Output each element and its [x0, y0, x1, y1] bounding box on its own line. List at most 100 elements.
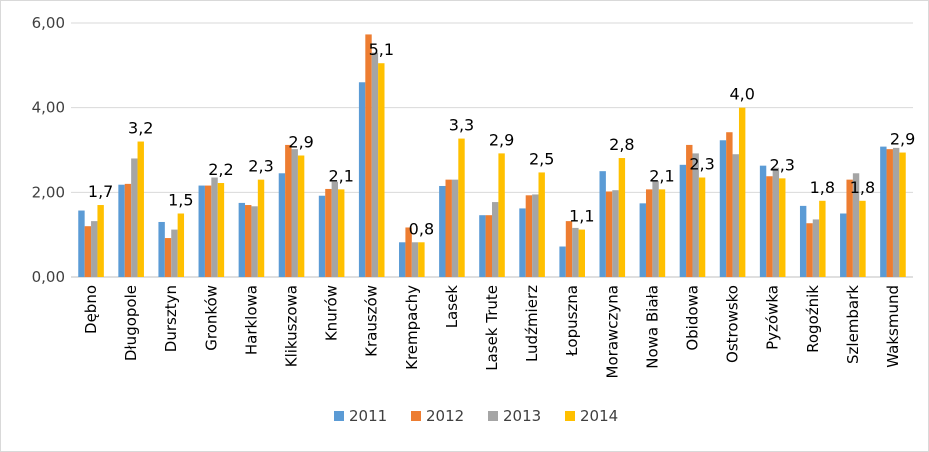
bar-2014 — [418, 242, 425, 277]
data-label: 2,9 — [890, 130, 915, 149]
bar-2012 — [886, 149, 893, 277]
bar-2011 — [719, 140, 727, 277]
bar-2011 — [679, 164, 687, 277]
bar-2012 — [164, 238, 172, 277]
legend-label: 2013 — [503, 407, 541, 425]
bar-2011 — [880, 146, 887, 277]
bar-2013 — [451, 179, 459, 277]
bar-2013 — [572, 227, 579, 277]
y-tick-label: 6,00 — [32, 14, 65, 32]
bar-2012 — [565, 221, 573, 277]
data-label: 1,7 — [88, 182, 113, 201]
category-label: Klikuszowa — [283, 285, 301, 367]
bar-2011 — [158, 221, 165, 277]
bar-2014 — [779, 178, 786, 277]
bar-2012 — [846, 179, 853, 277]
bar-2011 — [840, 213, 847, 277]
bar-2011 — [278, 173, 286, 277]
bar-2011 — [238, 202, 246, 277]
bar-2012 — [245, 205, 252, 277]
category-label: Morawczyna — [603, 285, 621, 378]
bar-2013 — [211, 177, 218, 277]
bar-2012 — [485, 215, 492, 277]
category-label: Ostrowsko — [724, 285, 742, 363]
category-label: Rogoźnik — [804, 285, 822, 353]
bar-2014 — [819, 200, 826, 277]
bar-2012 — [686, 144, 693, 277]
bar-2012 — [525, 195, 533, 277]
bar-2012 — [84, 226, 92, 277]
category-label: Harklowa — [242, 285, 260, 355]
bar-2013 — [612, 190, 619, 277]
data-label: 0,8 — [409, 219, 434, 238]
bar-2011 — [599, 171, 606, 277]
bar-2011 — [118, 184, 125, 277]
bar-2011 — [799, 205, 807, 277]
bar-2013 — [692, 153, 699, 277]
bar-2011 — [479, 215, 486, 277]
data-label: 2,8 — [609, 135, 634, 154]
bar-2013 — [131, 158, 138, 277]
bar-2012 — [766, 176, 773, 277]
data-label: 3,2 — [128, 119, 153, 138]
category-label: Łopuszna — [563, 285, 581, 357]
bar-2012 — [645, 189, 653, 277]
category-label: Krempachy — [403, 285, 421, 370]
bar-2011 — [399, 242, 406, 277]
bar-2013 — [251, 206, 258, 277]
bar-2012 — [124, 183, 132, 277]
data-label: 2,1 — [328, 166, 353, 185]
bar-2014 — [297, 155, 305, 277]
category-label: Waksmund — [884, 285, 902, 368]
bar-2013 — [371, 52, 379, 278]
data-label: 2,3 — [689, 155, 714, 174]
bar-2014 — [538, 172, 545, 277]
bar-2013 — [732, 154, 739, 277]
bar-2014 — [899, 152, 906, 277]
category-label: Krauszów — [363, 285, 381, 357]
legend-swatch — [565, 411, 575, 421]
data-label: 1,8 — [810, 178, 835, 197]
bar-2014 — [177, 213, 185, 277]
bar-2014 — [458, 138, 465, 277]
data-label: 1,1 — [569, 207, 594, 226]
bar-2012 — [325, 188, 332, 277]
category-label: Knurów — [323, 285, 341, 341]
category-label: Gronków — [202, 285, 220, 351]
data-label: 2,2 — [208, 160, 233, 179]
category-label: Dębno — [82, 285, 100, 334]
bar-2012 — [605, 191, 613, 277]
bar-2014 — [618, 158, 626, 277]
legend-swatch — [488, 411, 498, 421]
data-label: 2,5 — [529, 149, 554, 168]
bar-2014 — [338, 189, 345, 277]
bar-2013 — [532, 194, 539, 277]
data-label: 5,1 — [369, 40, 394, 59]
category-label: Nowa Biała — [643, 285, 661, 369]
bar-2013 — [331, 181, 339, 277]
data-label: 1,5 — [168, 191, 193, 210]
bar-2013 — [812, 219, 820, 277]
bar-2012 — [445, 179, 452, 277]
bar-2012 — [365, 34, 372, 278]
bar-2011 — [639, 203, 646, 277]
legend-label: 2014 — [580, 407, 618, 425]
y-tick-label: 0,00 — [32, 268, 65, 286]
category-label: Obidowa — [683, 285, 701, 351]
legend-swatch — [334, 411, 344, 421]
bar-2013 — [892, 147, 900, 277]
y-tick-label: 2,00 — [32, 183, 65, 201]
data-label: 2,3 — [248, 157, 273, 176]
category-label: Długopole — [122, 285, 140, 361]
bar-2011 — [559, 246, 566, 277]
bar-2014 — [378, 63, 385, 277]
bar-2011 — [358, 82, 366, 278]
category-label: Dursztyn — [162, 285, 180, 352]
bar-2014 — [97, 205, 104, 277]
bar-2014 — [257, 179, 265, 277]
data-label: 2,3 — [770, 155, 795, 174]
data-label: 3,3 — [449, 116, 474, 135]
category-label: Lasek Trute — [483, 285, 501, 371]
